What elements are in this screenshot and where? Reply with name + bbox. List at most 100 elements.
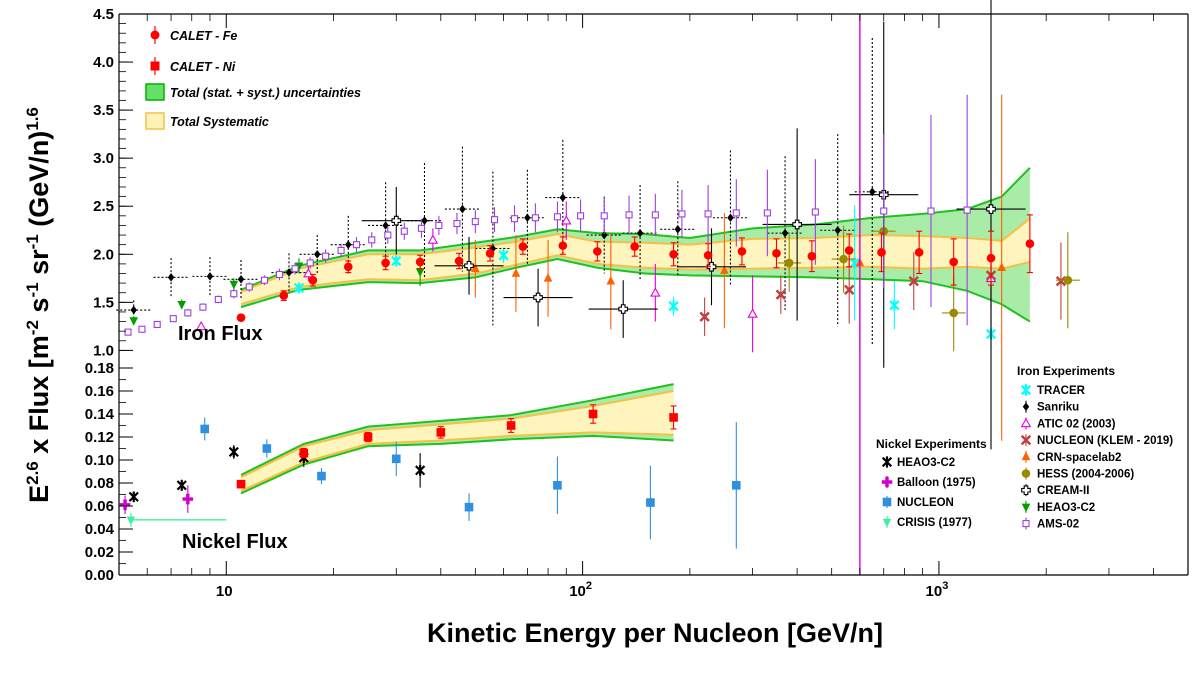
x-tick-label-base: 10 xyxy=(569,583,586,600)
iron-ams-02-point xyxy=(199,303,207,311)
nickel-legend-items: HEAO3-C2 Balloon (1975) NUCLEON CRISIS (197… xyxy=(881,456,976,529)
x-tick-label: 103 xyxy=(926,580,949,600)
iron-cream-ii-point xyxy=(792,219,802,230)
x-tick-label: 102 xyxy=(569,580,592,600)
nickel-legend-item: HEAO3-C2 xyxy=(881,456,955,469)
iron-ams-02-point xyxy=(732,209,740,217)
iron-legend-item: TRACER xyxy=(1020,384,1086,397)
iron-ams-02-point xyxy=(153,320,161,328)
iron-nucleon-klem-2019--point xyxy=(1055,276,1067,287)
iron-ams-02-point xyxy=(275,270,283,279)
iron-ams-02-point xyxy=(169,315,177,323)
iron-cream-ii-point xyxy=(464,260,474,271)
iron-sanriku-point xyxy=(727,213,734,223)
calet-legend: CALET - Fe CALET - Ni Total (stat. + sys… xyxy=(145,26,361,130)
nickel-y-tick-label: 0.04 xyxy=(85,521,115,538)
iron-legend-label: CRN-spacelab2 xyxy=(1037,452,1121,464)
nickel-balloon-1975--series xyxy=(119,485,194,515)
calet-fe-point xyxy=(914,248,924,257)
iron-legend-item: Sanriku xyxy=(1022,400,1079,414)
iron-hess-2004-2006--point xyxy=(949,308,958,318)
iron-ams-02-point xyxy=(600,212,608,220)
nickel-experiments-title: Nickel Experiments xyxy=(876,437,987,451)
iron-ams-02-point xyxy=(651,211,659,219)
x-tick-label-base: 10 xyxy=(926,583,943,600)
iron-crn-spacelab2-point xyxy=(997,262,1006,272)
iron-ams-02-point xyxy=(763,209,771,217)
iron-y-tick-label: 4.5 xyxy=(93,6,114,23)
iron-hess-2004-2006--point xyxy=(1063,275,1073,285)
x-tick-label-exp: 2 xyxy=(586,580,592,592)
nickel-experiments-legend: Nickel Experiments HEAO3-C2 Balloon (1975… xyxy=(876,437,987,529)
x-axis-title: Kinetic Energy per Nucleon [GeV/n] xyxy=(427,618,883,648)
iron-crn-spacelab2-point xyxy=(471,263,480,272)
nickel-y-tick-label: 0.12 xyxy=(85,429,114,446)
iron-legend-label: Sanriku xyxy=(1037,402,1079,414)
iron-y-tick-label: 2.0 xyxy=(93,246,114,263)
calet-fe-point xyxy=(807,251,817,261)
calet-fe-point xyxy=(1025,239,1035,249)
nickel-y-tick-label: 0.18 xyxy=(85,360,114,377)
iron-sanriku-point xyxy=(869,187,876,197)
nickel-legend-label: HEAO3-C2 xyxy=(897,457,955,469)
iron-ams-02-point xyxy=(245,283,253,291)
iron-ams-02-point xyxy=(124,328,132,336)
iron-nucleon-klem-2019--point xyxy=(699,311,710,322)
legend-calet-fe: CALET - Fe xyxy=(150,26,237,44)
iron-ams-02-point xyxy=(184,309,192,317)
calet-fe-point xyxy=(518,242,528,251)
iron-ams-02-point xyxy=(490,216,499,224)
nickel-nucleon-point xyxy=(646,498,655,507)
iron-ams-02-point xyxy=(678,210,686,218)
legend-calet-fe-label: CALET - Fe xyxy=(170,29,237,43)
nickel-heao3-c2-point xyxy=(228,446,239,458)
iron-sanriku-point xyxy=(636,228,644,238)
calet-ni-point xyxy=(236,479,246,489)
iron-sanriku-point xyxy=(130,305,137,315)
iron-sanriku-point xyxy=(489,244,497,253)
iron-legend-items: TRACER Sanriku ATIC 02 (2003) NUCLEON (KLEM… xyxy=(1020,384,1173,531)
calet-fe-point xyxy=(485,249,495,258)
iron-crn-spacelab2-point xyxy=(606,275,616,285)
iron-sanriku-point xyxy=(781,228,789,238)
iron-sanriku-point xyxy=(285,268,293,277)
iron-cream-ii-point xyxy=(618,304,629,314)
iron-heao3-c2-point xyxy=(415,268,425,277)
iron-legend-marker xyxy=(1020,417,1032,428)
iron-heao3-c2-point xyxy=(294,262,304,272)
iron-hess-2004-2006--point xyxy=(784,258,794,268)
iron-legend-item: CREAM-II xyxy=(1021,484,1089,497)
x-tick-label: 10 xyxy=(216,583,233,600)
iron-ams-02-point xyxy=(435,221,443,229)
iron-sanriku-point xyxy=(601,230,608,240)
iron-ams-02-point xyxy=(138,325,146,333)
calet-fe-series xyxy=(236,214,1035,323)
iron-legend-marker xyxy=(1022,520,1030,528)
iron-legend-label: TRACER xyxy=(1037,385,1086,397)
iron-nucleon-klem-2019--point xyxy=(908,276,919,287)
nickel-crisis-1977--series xyxy=(126,512,136,527)
iron-experiments-title: Iron Experiments xyxy=(1017,364,1115,378)
iron-atic-02-2003--point xyxy=(195,320,207,331)
iron-ams-02-point xyxy=(880,207,888,215)
iron-legend-label: HEAO3-C2 xyxy=(1037,502,1095,514)
iron-experiments-legend: Iron Experiments TRACER Sanriku ATIC 02 (2… xyxy=(1017,364,1173,531)
iron-legend-label: ATIC 02 (2003) xyxy=(1037,418,1116,430)
nickel-y-tick-label: 0.08 xyxy=(85,475,114,492)
calet-fe-point xyxy=(703,250,713,260)
iron-tracer-point xyxy=(668,300,679,312)
nickel-nucleon-point xyxy=(262,444,272,453)
iron-ams-02-point xyxy=(417,224,426,232)
nickel-nucleon-point xyxy=(391,454,401,464)
iron-cream-ii-point xyxy=(986,204,996,214)
plot-frame xyxy=(118,13,1189,576)
axis-ticks: 1.0 1.5 2.0 2.5 3.0 3.5 4.0 4.5 0.00 0.02 0.04 0.06… xyxy=(85,6,1189,600)
iron-legend-marker xyxy=(1021,503,1031,513)
nickel-y-tick-label: 0.16 xyxy=(85,383,114,400)
nickel-legend-label: Balloon (1975) xyxy=(897,477,976,489)
iron-ams-02-point xyxy=(352,241,361,249)
calet-fe-point xyxy=(558,241,568,250)
iron-y-tick-label: 2.5 xyxy=(93,198,114,215)
